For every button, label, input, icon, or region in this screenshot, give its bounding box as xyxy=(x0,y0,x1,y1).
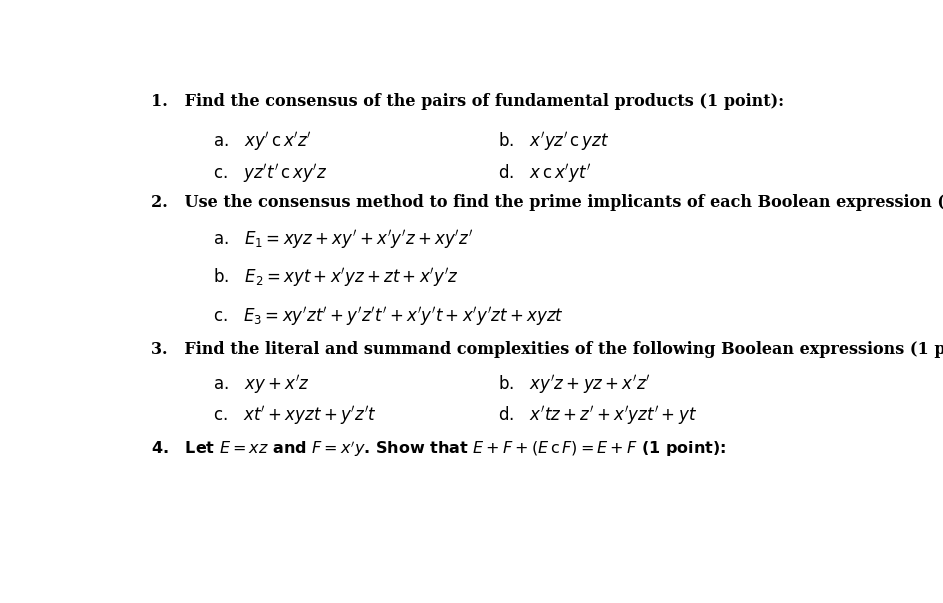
Text: a.   $xy' \,\mathsf{c}\, x'z'$: a. $xy' \,\mathsf{c}\, x'z'$ xyxy=(213,130,312,153)
Text: 2.   Use the consensus method to find the prime implicants of each Boolean expre: 2. Use the consensus method to find the … xyxy=(151,194,943,211)
Text: d.   $x'tz + z' + x'yzt' + yt$: d. $x'tz + z' + x'yzt' + yt$ xyxy=(498,405,697,428)
Text: b.   $E_2 = xyt + x'yz + zt + x'y'z$: b. $E_2 = xyt + x'yz + zt + x'y'z$ xyxy=(213,267,458,289)
Text: 3.   Find the literal and summand complexities of the following Boolean expressi: 3. Find the literal and summand complexi… xyxy=(151,341,943,358)
Text: d.   $x \,\mathsf{c}\, x'yt'$: d. $x \,\mathsf{c}\, x'yt'$ xyxy=(498,162,591,185)
Text: a.   $xy + x'z$: a. $xy + x'z$ xyxy=(213,373,309,396)
Text: c.   $xt' + xyzt + y'z't$: c. $xt' + xyzt + y'z't$ xyxy=(213,405,377,428)
Text: b.   $xy'z + yz + x'z'$: b. $xy'z + yz + x'z'$ xyxy=(498,373,651,396)
Text: c.   $E_3 = xy'zt' + y'z't' + x'y't + x'y'zt + xyzt$: c. $E_3 = xy'zt' + y'z't' + x'y't + x'y'… xyxy=(213,305,564,328)
Text: b.   $x'yz' \,\mathsf{c}\, yzt$: b. $x'yz' \,\mathsf{c}\, yzt$ xyxy=(498,130,609,153)
Text: 4.   Let $E = xz$ and $F = x'y$. Show that $E + F + (E \,\mathsf{c}\, F) = E + F: 4. Let $E = xz$ and $F = x'y$. Show that… xyxy=(151,439,726,459)
Text: 1.   Find the consensus of the pairs of fundamental products (1 point):: 1. Find the consensus of the pairs of fu… xyxy=(151,93,784,110)
Text: c.   $yz't' \,\mathsf{c}\, xy'z$: c. $yz't' \,\mathsf{c}\, xy'z$ xyxy=(213,162,327,185)
Text: a.   $E_1 = xyz + xy' + x'y'z + xy'z'$: a. $E_1 = xyz + xy' + x'y'z + xy'z'$ xyxy=(213,228,473,251)
